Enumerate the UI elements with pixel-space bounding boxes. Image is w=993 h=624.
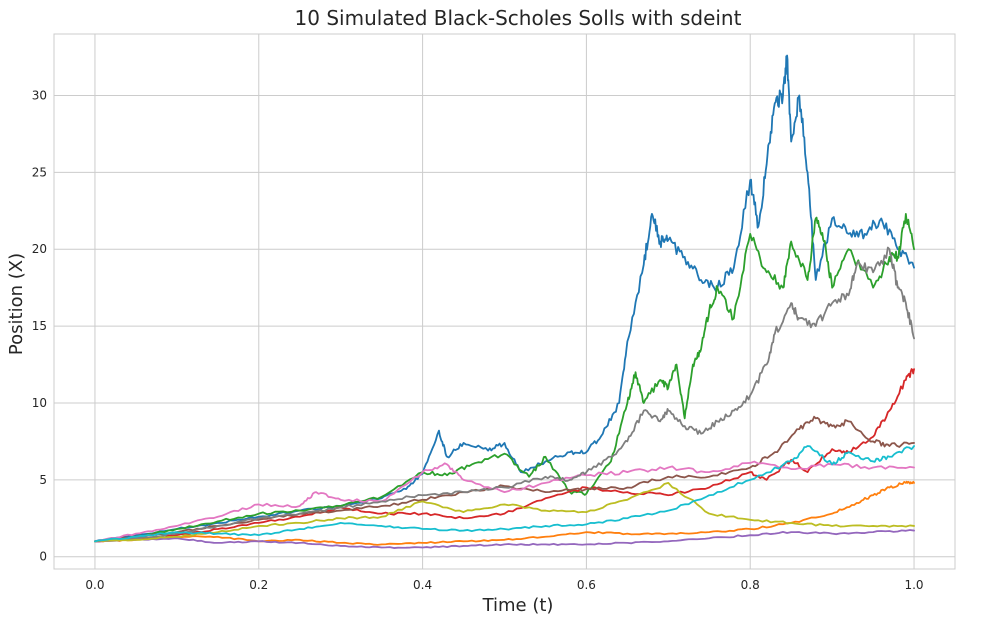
y-tick-label: 30 — [32, 88, 47, 102]
x-tick-label: 0.2 — [249, 578, 268, 592]
y-tick-label: 10 — [32, 396, 47, 410]
plot-frame — [53, 33, 956, 570]
x-axis-label: Time (t) — [482, 595, 554, 616]
series-line-8 — [94, 246, 915, 543]
y-tick-label: 15 — [32, 319, 47, 333]
y-axis-ticks: 0 5 10 15 20 25 30 — [32, 88, 47, 563]
series-line-5 — [94, 529, 915, 549]
series-line-6 — [94, 415, 915, 543]
series-line-4 — [94, 368, 915, 543]
y-axis-label: Position (X) — [6, 253, 27, 355]
grid — [54, 34, 955, 569]
y-tick-label: 0 — [39, 550, 47, 564]
x-axis-ticks: 0.0 0.2 0.4 0.6 0.8 1.0 — [85, 578, 923, 592]
y-tick-label: 5 — [39, 473, 47, 487]
y-tick-label: 25 — [32, 165, 47, 179]
x-tick-label: 0.6 — [577, 578, 596, 592]
series-group — [94, 54, 915, 549]
series-line-3 — [94, 212, 915, 543]
x-tick-label: 1.0 — [904, 578, 923, 592]
series-line-10 — [94, 445, 915, 543]
series-line-7 — [94, 460, 915, 543]
y-tick-label: 20 — [32, 242, 47, 256]
x-tick-label: 0.8 — [741, 578, 760, 592]
x-tick-label: 0.4 — [413, 578, 432, 592]
chart-title: 10 Simulated Black-Scholes Solls with sd… — [295, 6, 742, 30]
series-line-9 — [94, 482, 915, 543]
x-tick-label: 0.0 — [85, 578, 104, 592]
